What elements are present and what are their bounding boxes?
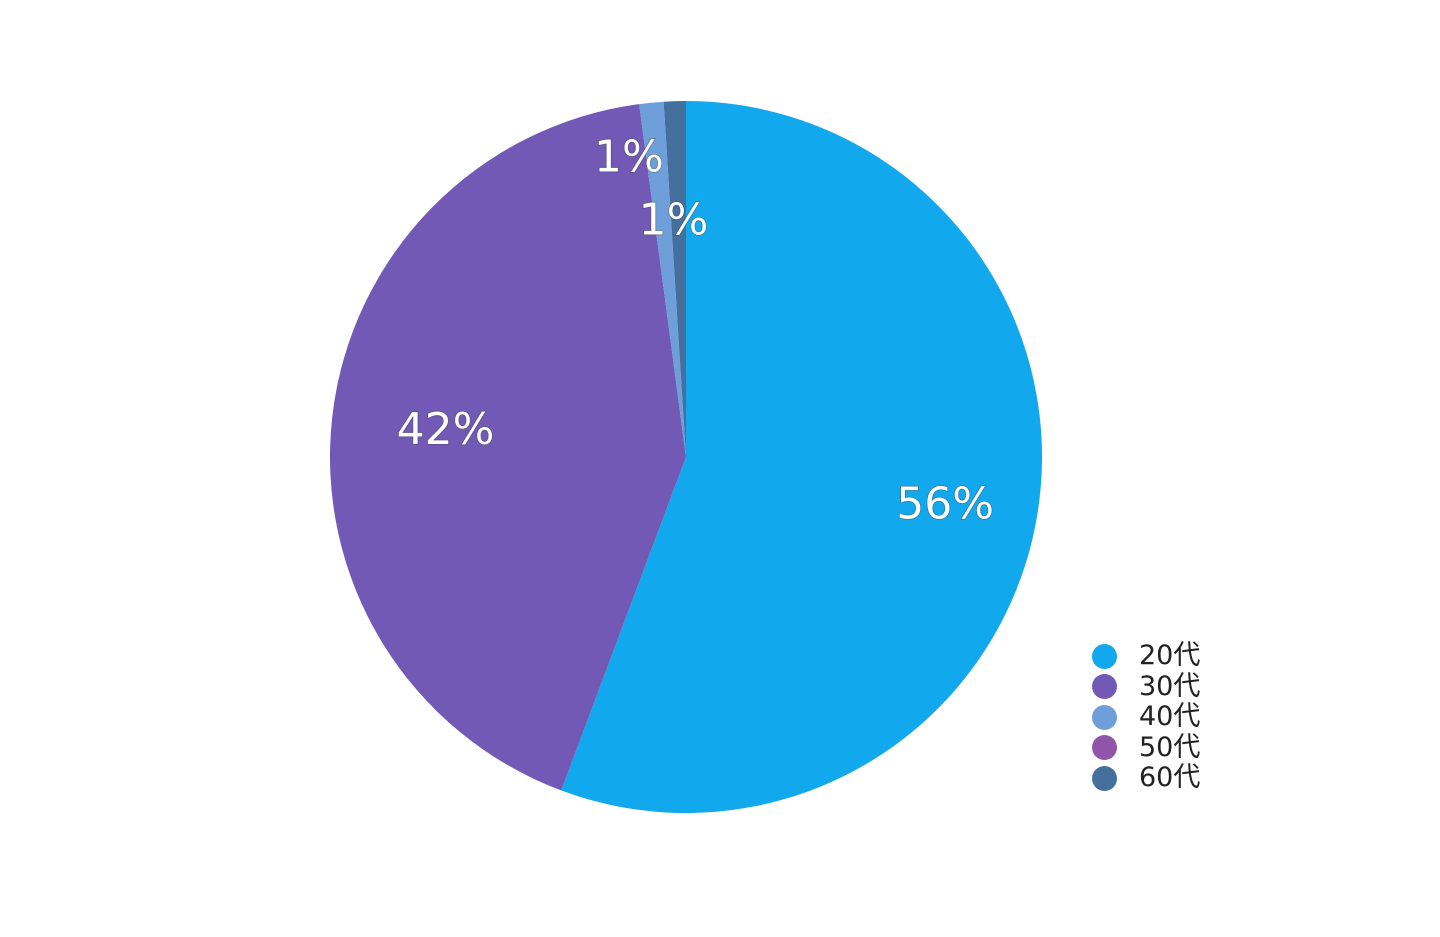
legend-swatch-50s [1092, 735, 1117, 761]
legend-swatch-60s [1092, 765, 1117, 791]
legend-label-30s: 30代 [1139, 670, 1201, 702]
data-label-60s: 1% [639, 195, 709, 246]
legend-swatch-30s [1092, 674, 1117, 700]
legend-label-20s: 20代 [1139, 640, 1201, 672]
pie-slice-20s [561, 101, 1043, 814]
pie-slice-40s [639, 101, 686, 457]
pie-slice-30s [329, 104, 686, 791]
legend-item-30s: 30代 [1092, 670, 1201, 703]
chart-legend: 20代 30代 40代 50代 60代 [1092, 641, 1200, 794]
data-label-30s: 42% [397, 404, 495, 455]
pie-data-labels: 56% 42% 1% 1% [396, 131, 995, 530]
legend-item-60s: 60代 [1092, 763, 1200, 794]
legend-label-50s: 50代 [1139, 731, 1201, 763]
legend-item-50s: 50代 [1092, 731, 1201, 764]
legend-label-60s: 60代 [1139, 762, 1201, 794]
data-label-40s: 1% [594, 132, 664, 183]
legend-swatch-20s [1092, 643, 1117, 669]
legend-swatch-40s [1092, 704, 1117, 730]
legend-label-40s: 40代 [1139, 701, 1201, 733]
pie-slices [329, 101, 1043, 814]
pie-slice-60s [663, 101, 686, 457]
legend-item-20s: 20代 [1092, 641, 1200, 672]
data-label-20s: 56% [896, 478, 994, 529]
legend-item-40s: 40代 [1092, 702, 1200, 733]
